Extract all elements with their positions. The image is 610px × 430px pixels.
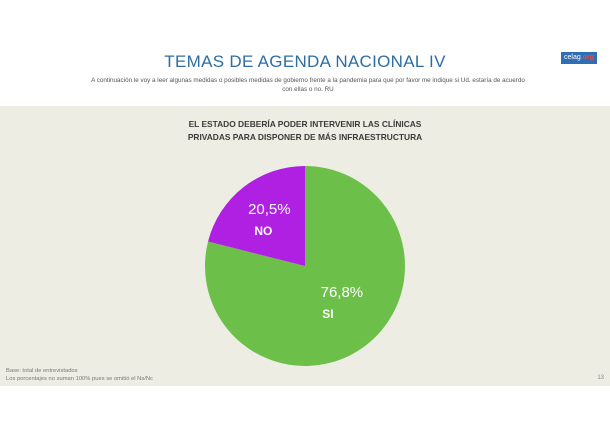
header: TEMAS DE AGENDA NACIONAL IV A continuaci… (0, 40, 610, 106)
chart-title: EL ESTADO DEBERÍA PODER INTERVENIR LAS C… (0, 118, 610, 144)
footnote: Base: total de entrevistados Los porcent… (6, 367, 153, 383)
logo-tld: .org (580, 54, 594, 61)
chart-title-line-1: EL ESTADO DEBERÍA PODER INTERVENIR LAS C… (188, 119, 422, 129)
logo-main: celag (564, 54, 581, 61)
pie-value-label-si: 76,8% (321, 284, 364, 301)
page-title: TEMAS DE AGENDA NACIONAL IV (164, 52, 446, 71)
pie-slice-si (205, 166, 406, 366)
pie-category-label-no: NO (254, 224, 272, 238)
page-subtitle: A continuación le voy a leer algunas med… (91, 77, 525, 93)
footnote-base: Base: total de entrevistados (6, 368, 78, 374)
celag-logo: celag.org (561, 52, 597, 64)
page-number: 13 (597, 375, 604, 381)
pie-slice-no (208, 166, 305, 266)
pie-category-label-si: SI (322, 307, 333, 321)
chart-title-line-2: PRIVADAS PARA DISPONER DE MÁS INFRAESTRU… (187, 132, 423, 142)
footnote-percent: Los porcentajes no suman 100% pues se om… (6, 376, 153, 382)
pie-value-label-no: 20,5% (248, 201, 291, 218)
